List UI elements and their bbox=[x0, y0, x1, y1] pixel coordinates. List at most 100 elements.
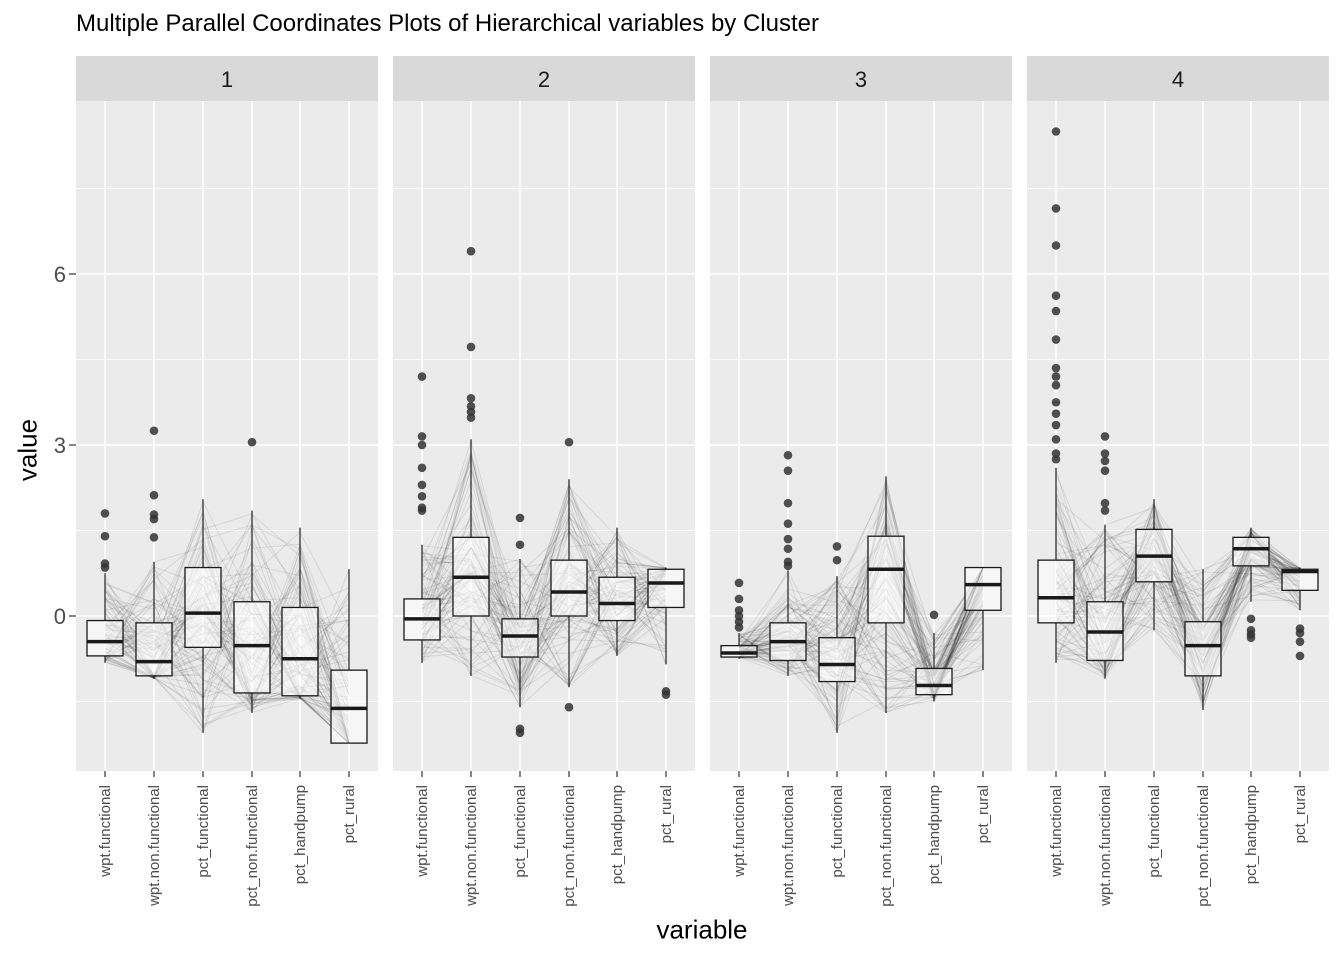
y-tick-label: 6 bbox=[54, 262, 66, 287]
outlier-point bbox=[515, 540, 525, 550]
y-tick-label: 0 bbox=[54, 604, 66, 629]
outlier-point bbox=[783, 534, 793, 544]
x-axis-title: variable bbox=[656, 914, 748, 945]
parallel-line bbox=[104, 513, 350, 696]
x-tick-label: pct_rural bbox=[1292, 785, 1309, 843]
outlier-point bbox=[417, 432, 427, 441]
outlier-point bbox=[783, 466, 793, 475]
outlier-point bbox=[1100, 456, 1110, 466]
outlier-point bbox=[100, 563, 110, 572]
parallel-line bbox=[738, 597, 984, 674]
parallel-line bbox=[421, 571, 667, 708]
parallel-line bbox=[738, 588, 984, 674]
parallel-line bbox=[1055, 542, 1301, 683]
box bbox=[501, 618, 539, 658]
boxplot bbox=[915, 610, 953, 702]
facet-strip bbox=[710, 56, 1012, 101]
outlier-point bbox=[1051, 380, 1061, 390]
boxplot bbox=[86, 509, 124, 663]
box bbox=[1184, 621, 1222, 677]
x-tick-label: pct_handpump bbox=[926, 785, 943, 884]
outlier-point bbox=[1051, 241, 1061, 250]
outlier-point bbox=[1051, 397, 1061, 407]
facet-strip bbox=[1027, 56, 1329, 101]
outlier-point bbox=[734, 594, 744, 604]
x-tick-label: pct_handpump bbox=[1243, 785, 1260, 884]
outlier-point bbox=[466, 246, 476, 256]
box bbox=[135, 622, 173, 677]
outlier-point bbox=[1246, 614, 1256, 624]
outlier-point bbox=[1051, 335, 1061, 344]
x-tick-label: wpt.non.functional bbox=[146, 785, 163, 907]
facet-strip-label: 3 bbox=[855, 67, 867, 92]
parallel-line bbox=[738, 567, 984, 648]
parallel-line bbox=[738, 567, 984, 677]
parallel-line bbox=[1055, 493, 1301, 651]
x-tick-label: pct_non.functional bbox=[561, 785, 578, 907]
parallel-line bbox=[421, 552, 667, 675]
box bbox=[915, 667, 953, 696]
facet-panel: 2 wpt.functional wpt.non.functional pct_fun… bbox=[393, 56, 695, 907]
parallel-line bbox=[104, 511, 350, 710]
boxplot bbox=[550, 437, 588, 712]
parallel-line bbox=[1055, 572, 1301, 607]
facet-panel: 3 wpt.functional wpt.non.functional pct_fun… bbox=[710, 56, 1012, 907]
box bbox=[818, 637, 856, 683]
boxplot bbox=[501, 513, 539, 738]
parallel-line bbox=[421, 530, 667, 651]
outlier-point bbox=[1051, 420, 1061, 430]
outlier-point bbox=[1100, 432, 1110, 441]
x-tick-label: pct_functional bbox=[829, 785, 846, 878]
parallel-line bbox=[421, 485, 667, 691]
facet-strip bbox=[76, 56, 378, 101]
parallel-line bbox=[104, 524, 350, 744]
outlier-point bbox=[783, 519, 793, 528]
outlier-point bbox=[1051, 204, 1061, 213]
boxplot bbox=[1037, 127, 1075, 663]
parallel-line bbox=[738, 595, 984, 673]
outlier-point bbox=[149, 533, 159, 542]
boxplot bbox=[281, 527, 319, 699]
parallel-line bbox=[421, 560, 667, 656]
parallel-line bbox=[738, 538, 984, 679]
boxplot bbox=[1086, 432, 1124, 679]
boxplot bbox=[598, 527, 636, 656]
parallel-line bbox=[738, 557, 984, 677]
parallel-line bbox=[104, 573, 350, 744]
facet-panel: 1 wpt.functional wpt.non.functional pct_fun… bbox=[76, 56, 378, 907]
boxplot bbox=[818, 542, 856, 733]
x-tick-label: wpt.functional bbox=[1048, 785, 1065, 878]
x-tick-label: wpt.non.functional bbox=[463, 785, 480, 907]
outlier-point bbox=[783, 450, 793, 460]
outlier-point bbox=[1100, 506, 1110, 515]
parallel-line bbox=[738, 567, 984, 691]
outlier-point bbox=[100, 509, 110, 518]
facet-strip-label: 4 bbox=[1172, 67, 1184, 92]
outlier-point bbox=[783, 561, 793, 571]
facet-strip-label: 1 bbox=[221, 67, 233, 92]
parallel-line bbox=[104, 583, 350, 655]
parallel-line bbox=[1055, 524, 1301, 678]
outlier-point bbox=[1100, 466, 1110, 475]
parallel-line bbox=[1055, 516, 1301, 687]
x-tick-label: pct_rural bbox=[975, 785, 992, 843]
outlier-point bbox=[149, 490, 159, 500]
x-tick-label: wpt.non.functional bbox=[1097, 785, 1114, 907]
outlier-point bbox=[1051, 409, 1061, 418]
parallel-line bbox=[421, 503, 667, 675]
outlier-point bbox=[149, 514, 159, 524]
box bbox=[647, 568, 685, 609]
outlier-point bbox=[417, 440, 427, 450]
x-tick-label: pct_non.functional bbox=[244, 785, 261, 907]
outlier-point bbox=[1295, 651, 1305, 661]
box bbox=[550, 559, 588, 617]
parallel-line bbox=[421, 496, 667, 649]
boxplot bbox=[135, 426, 173, 679]
x-tick-label: pct_rural bbox=[341, 785, 358, 843]
parallel-line bbox=[738, 529, 984, 675]
outlier-point bbox=[417, 372, 427, 381]
outlier-point bbox=[564, 437, 574, 447]
x-tick-label: wpt.functional bbox=[97, 785, 114, 878]
x-tick-label: wpt.functional bbox=[414, 785, 431, 878]
